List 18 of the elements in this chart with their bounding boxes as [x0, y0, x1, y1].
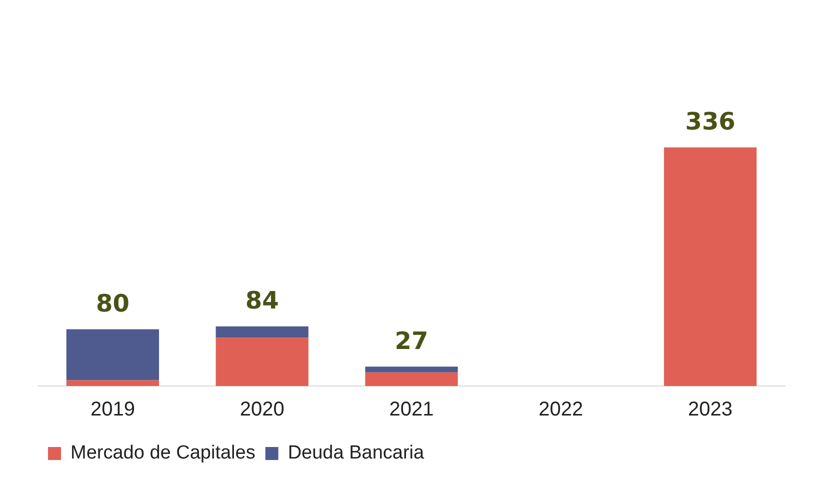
x-tick-label: 2020: [240, 398, 284, 421]
annotation: 80: [96, 289, 130, 318]
bar: [365, 366, 458, 372]
bar: [66, 329, 160, 380]
annotation: 27: [394, 326, 428, 355]
legend-label: Mercado de Capitales: [70, 442, 256, 464]
x-tick-label: 2023: [688, 398, 733, 421]
bar: [216, 338, 308, 386]
bar: [216, 326, 308, 338]
x-tick-label: 2021: [389, 398, 434, 421]
x-tick-label: 2019: [90, 398, 135, 421]
legend-label: Deuda Bancaria: [288, 442, 425, 464]
annotation: 84: [245, 286, 279, 315]
bar: [66, 380, 160, 386]
bar: [664, 147, 757, 386]
annotation: 336: [685, 108, 736, 136]
bar: [365, 372, 458, 386]
x-tick-label: 2022: [538, 398, 584, 421]
